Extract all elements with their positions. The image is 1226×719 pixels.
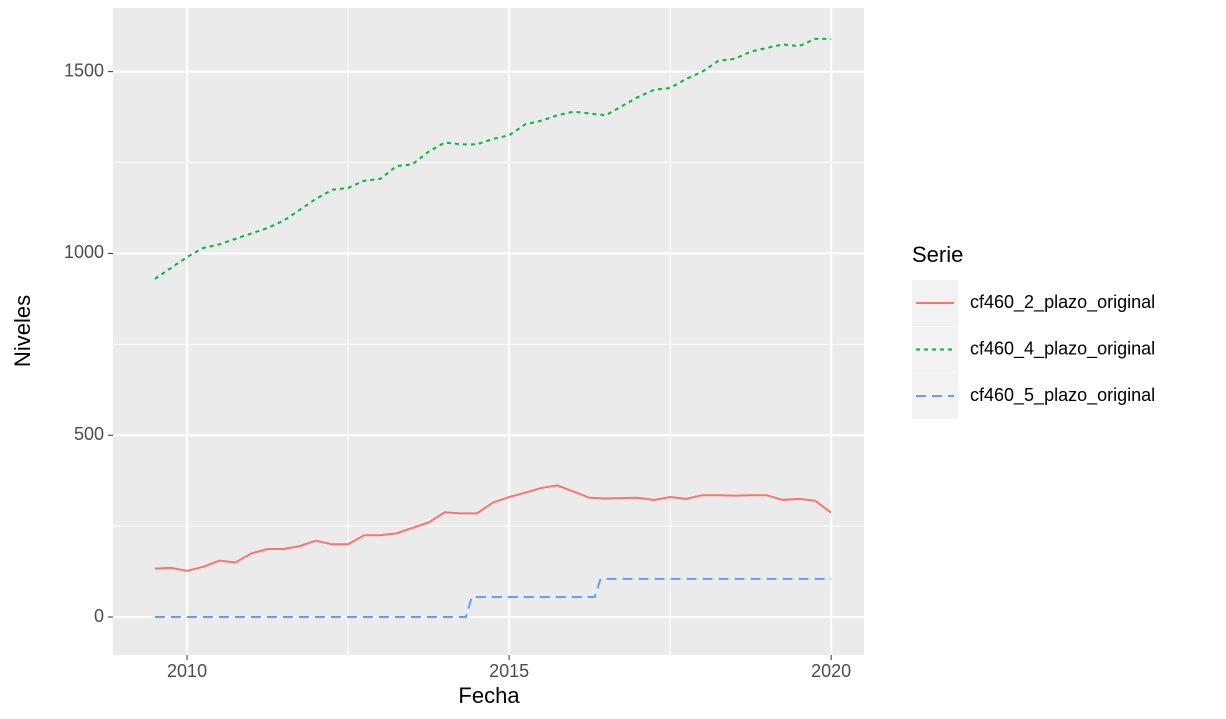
series-line: [154, 484, 832, 572]
y-tick-label: 500: [74, 424, 104, 444]
y-axis-title: Niveles: [10, 295, 35, 367]
legend-label: cf460_2_plazo_original: [970, 292, 1155, 313]
y-tick-label: 1500: [64, 60, 104, 80]
y-tick-label: 1000: [64, 242, 104, 262]
legend-label: cf460_4_plazo_original: [970, 338, 1155, 359]
x-tick-label: 2015: [489, 661, 529, 681]
legend-title: Serie: [912, 242, 963, 267]
legend-label: cf460_5_plazo_original: [970, 385, 1155, 406]
x-tick-label: 2020: [811, 661, 851, 681]
series-line: [154, 37, 832, 280]
x-axis-title: Fecha: [458, 683, 520, 708]
panel: [113, 8, 864, 655]
series-line: [154, 577, 832, 619]
y-tick-label: 0: [94, 606, 104, 626]
x-tick-label: 2010: [167, 661, 207, 681]
